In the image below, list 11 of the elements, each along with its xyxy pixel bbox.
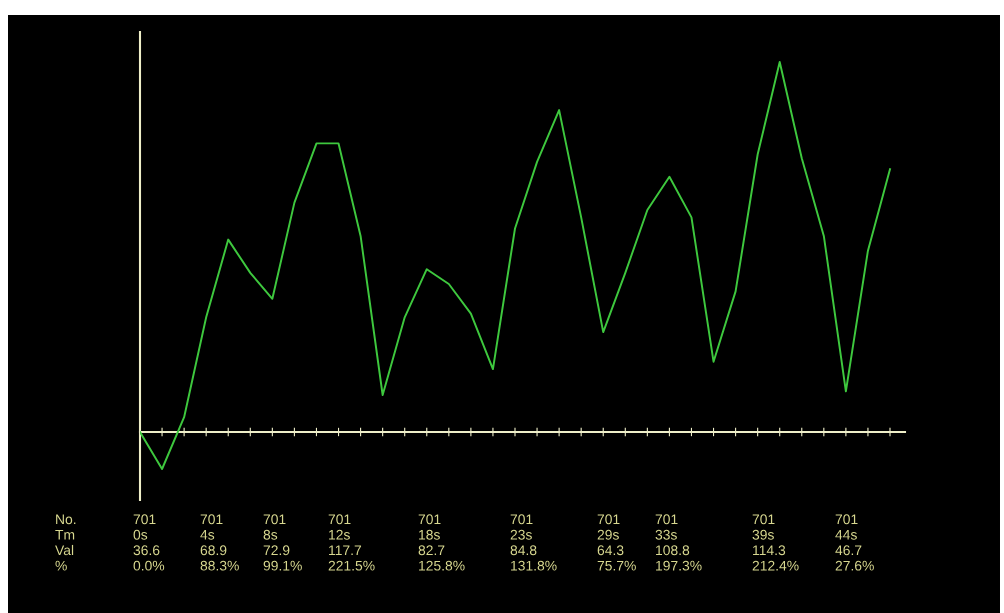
text: 701 23s 84.8 131.8% — [510, 514, 557, 571]
text: No. Tm Val % — [55, 514, 76, 571]
text: 701 18s 82.7 125.8% — [418, 514, 465, 571]
text: 701 44s 46.7 27.6% — [835, 514, 874, 571]
text: 701 39s 114.3 212.4% — [752, 514, 799, 571]
text: 701 33s 108.8 197.3% — [655, 514, 702, 571]
text: 701 29s 64.3 75.7% — [597, 514, 636, 571]
text: 701 12s 117.7 221.5% — [328, 514, 375, 571]
text: 701 0s 36.6 0.0% — [133, 514, 165, 571]
text: 701 4s 68.9 88.3% — [200, 514, 239, 571]
text: 701 8s 72.9 99.1% — [263, 514, 302, 571]
